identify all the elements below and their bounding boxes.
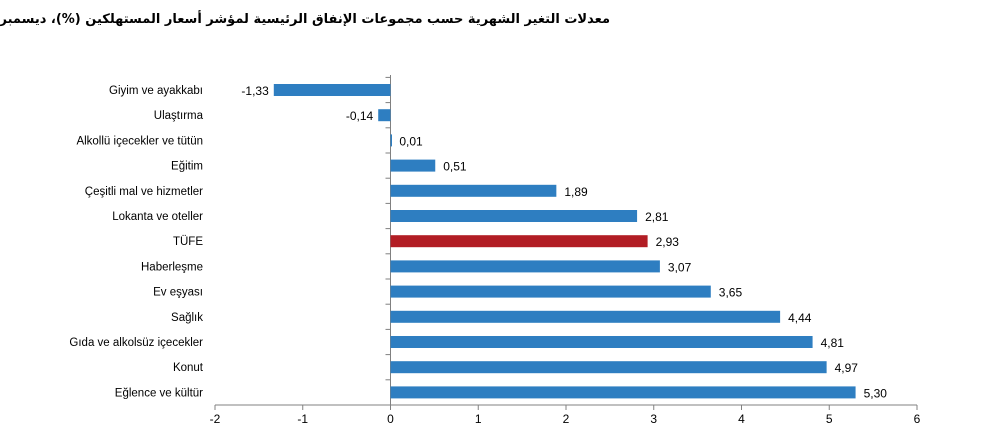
- category-label: TÜFE: [173, 236, 203, 248]
- data-label: 1,89: [564, 185, 588, 199]
- data-label: 3,65: [719, 286, 743, 300]
- x-tick-label: 6: [914, 412, 921, 426]
- bar: [273, 84, 391, 96]
- category-label: Çeşitli mal ve hizmetler: [85, 186, 203, 198]
- bar: [390, 336, 813, 348]
- data-label: 4,97: [835, 361, 859, 375]
- bar: [390, 260, 660, 273]
- data-label: 4,44: [788, 311, 812, 325]
- category-label: Konut: [173, 362, 204, 374]
- data-label: 0,01: [399, 134, 423, 148]
- data-label: 5,30: [864, 386, 888, 400]
- category-label: Alkollü içecekler ve tütün: [76, 135, 203, 147]
- category-label: Eğitim: [171, 161, 203, 173]
- data-label: 0,51: [443, 160, 467, 174]
- category-label: Eğlence ve kültür: [115, 387, 203, 399]
- data-label: -1,33: [241, 84, 269, 98]
- category-label: Haberleşme: [141, 261, 203, 273]
- data-label: 4,81: [821, 336, 845, 350]
- x-tick-label: 0: [387, 412, 394, 426]
- x-tick-label: 1: [475, 412, 482, 426]
- category-label: Lokanta ve oteller: [112, 211, 203, 223]
- bar: [378, 109, 391, 122]
- data-label: 2,93: [656, 235, 680, 249]
- bar: [390, 210, 638, 222]
- x-tick-label: -2: [210, 412, 221, 426]
- chart-title: معدلات التغير الشهرية حسب مجموعات الإنفا…: [0, 12, 610, 27]
- bar: [390, 386, 856, 399]
- bar: [390, 285, 711, 298]
- data-label: 3,07: [668, 260, 692, 274]
- bar: [390, 361, 827, 374]
- data-label: 2,81: [645, 210, 669, 224]
- bar: [390, 184, 557, 197]
- bar: [390, 310, 781, 323]
- category-label: Ulaştırma: [154, 110, 204, 122]
- x-tick-label: 4: [738, 412, 745, 426]
- x-tick-label: 3: [650, 412, 657, 426]
- x-tick-label: -1: [297, 412, 308, 426]
- x-tick-label: 2: [563, 412, 570, 426]
- bar: [390, 159, 436, 172]
- category-label: Giyim ve ayakkabı: [109, 85, 203, 97]
- x-tick-label: 5: [826, 412, 833, 426]
- category-label: Ev eşyası: [153, 287, 203, 299]
- data-label: -0,14: [346, 109, 374, 123]
- bar: [390, 134, 392, 147]
- bar: [390, 235, 648, 248]
- category-label: Gıda ve alkolsüz içecekler: [69, 337, 203, 349]
- category-label: Sağlık: [171, 312, 203, 324]
